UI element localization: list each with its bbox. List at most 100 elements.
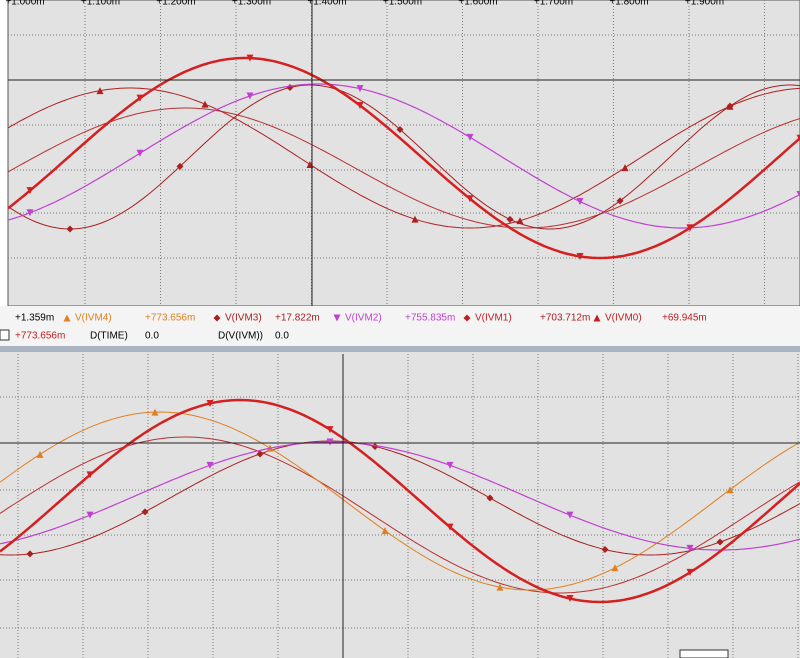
bottom-waveforms [0,398,800,604]
marker [576,198,584,206]
top-grid [8,0,800,306]
marker [381,527,389,535]
axis-label: +1.400m [307,0,346,8]
bottom-plot [0,352,800,658]
readout-value: +1.359m [15,313,54,324]
marker [136,94,144,102]
marker [96,87,104,95]
marker [506,215,514,223]
top-plot [7,0,800,307]
waveform [0,436,800,594]
axis-label: +1.900m [685,0,724,8]
axis-label: +1.800m [609,0,648,8]
marker [66,225,74,233]
readout-value: +69.945m [662,313,707,324]
marker [213,314,221,322]
marker [356,101,364,109]
marker [463,314,471,322]
readout-value: D(TIME) [90,331,128,342]
marker [601,546,609,554]
marker [446,461,454,469]
marker [256,450,264,458]
waveform [8,107,800,229]
marker [246,92,254,100]
marker [726,102,734,110]
checkbox[interactable] [0,329,10,341]
readout-value: D(V(IVM)) [218,331,263,342]
marker [686,568,694,576]
waveform [0,440,800,556]
marker [26,550,34,558]
axis-label: +1.000m [5,0,44,8]
readout-panel [0,306,800,346]
marker [86,511,94,519]
marker [466,133,474,141]
marker [326,426,334,434]
marker [576,252,584,260]
marker [356,85,364,93]
marker [611,564,619,572]
readout: +1.359m V(IVM4) +773.656m V(IVM3) +17.822m V(… [15,313,707,342]
marker [63,314,71,322]
marker [716,538,724,546]
readout-value: +773.656m [15,331,65,342]
marker [333,314,341,322]
marker [26,187,34,195]
marker [466,195,474,203]
marker [566,511,574,519]
readout-value: V(IVM1) [475,313,512,324]
waveform [0,441,800,551]
readout-value: V(IVM3) [225,313,262,324]
marker [201,100,209,108]
marker [726,486,734,494]
marker [486,494,494,502]
marker [26,209,34,217]
axis-label: +1.500m [383,0,422,8]
marker [446,523,454,531]
marker [411,215,419,223]
marker [686,544,694,552]
marker [86,471,94,479]
readout-value: +17.822m [275,313,320,324]
waveform [8,56,800,260]
waveform [8,83,800,229]
readout-value: 0.0 [145,331,159,342]
marker [326,438,334,446]
top-axis: +1.000m +1.100m +1.200m +1.300m +1.400m +1.50… [5,0,724,8]
readout-value: 0.0 [275,331,289,342]
marker [206,461,214,469]
splitter[interactable] [0,346,800,352]
waveform [0,398,800,604]
axis-label: +1.300m [232,0,271,8]
waveform [0,411,800,591]
marker [176,162,184,170]
waveform [8,87,800,229]
marker [616,197,624,205]
readout-value: V(IVM0) [605,313,642,324]
marker [246,54,254,62]
marker [36,450,44,458]
axis-label: +1.700m [534,0,573,8]
marker [621,164,629,172]
readout-value: V(IVM4) [75,313,112,324]
marker [141,508,149,516]
axis-label: +1.100m [81,0,120,8]
top-waveforms [8,54,800,260]
marker [206,399,214,407]
marker [566,595,574,603]
marker [396,125,404,133]
readout-value: V(IVM2) [345,313,382,324]
marker [496,583,504,591]
readout-value: +773.656m [145,313,195,324]
marker [151,408,159,416]
bottom-grid [0,354,800,658]
readout-value: +703.712m [540,313,590,324]
axis-label: +1.200m [156,0,195,8]
marker [686,224,694,232]
marker [796,190,800,198]
marker [796,134,800,142]
marker [136,149,144,157]
marker [593,314,601,322]
readout-value: +755.835m [405,313,455,324]
scroll-box[interactable] [679,649,729,658]
